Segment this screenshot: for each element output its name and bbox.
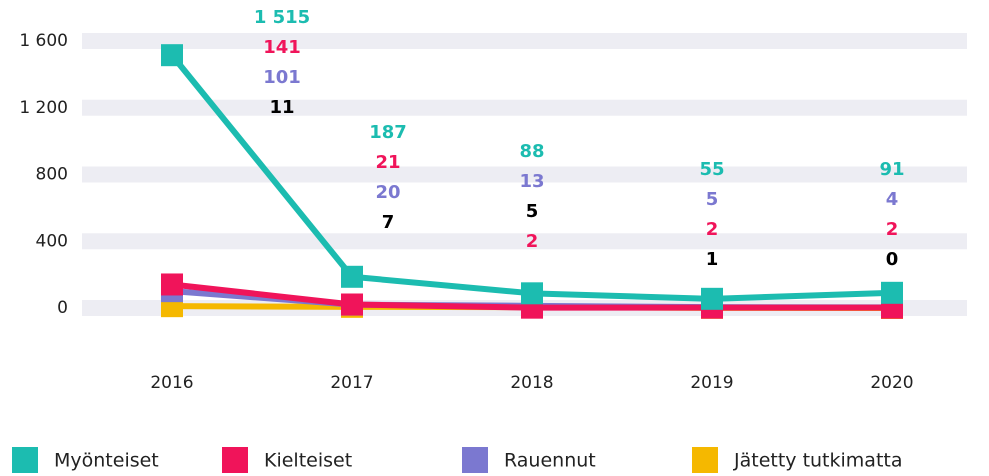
value-label: 91 <box>879 159 904 180</box>
value-label: 1 515 <box>254 7 310 28</box>
x-tick-label: 2020 <box>870 373 913 393</box>
value-label: 21 <box>375 152 400 173</box>
value-label: 20 <box>375 182 400 203</box>
value-label: 7 <box>382 212 395 233</box>
y-tick-label: 0 <box>57 298 68 318</box>
marker <box>701 287 723 310</box>
marker <box>161 44 183 67</box>
x-tick-label: 2017 <box>330 373 373 393</box>
y-tick-label: 400 <box>36 231 68 251</box>
legend-swatch <box>692 447 718 473</box>
legend-label: Kielteiset <box>264 450 352 472</box>
value-label: 0 <box>886 249 899 270</box>
marker <box>521 282 543 305</box>
value-label: 2 <box>886 219 899 240</box>
value-label: 2 <box>706 219 719 240</box>
marker <box>341 293 363 316</box>
value-label: 5 <box>706 189 719 210</box>
value-label: 11 <box>269 97 294 118</box>
value-label: 55 <box>699 159 724 180</box>
legend-swatch <box>462 447 488 473</box>
value-label: 13 <box>519 171 544 192</box>
value-label: 101 <box>263 67 301 88</box>
y-tick-label: 1 600 <box>19 31 68 51</box>
marker <box>881 281 903 304</box>
value-label: 1 <box>706 249 719 270</box>
value-label: 141 <box>263 37 301 58</box>
value-label: 4 <box>886 189 899 210</box>
x-tick-label: 2018 <box>510 373 553 393</box>
legend-label: Myönteiset <box>54 450 159 472</box>
value-label: 88 <box>519 141 544 162</box>
value-label: 187 <box>369 122 407 143</box>
x-tick-label: 2016 <box>150 373 193 393</box>
x-tick-label: 2019 <box>690 373 733 393</box>
y-tick-label: 800 <box>36 165 68 185</box>
legend-swatch <box>222 447 248 473</box>
legend-label: Jätetty tutkimatta <box>733 450 903 472</box>
legend-swatch <box>12 447 38 473</box>
value-label: 5 <box>526 201 539 222</box>
marker <box>161 273 183 296</box>
y-tick-label: 1 200 <box>19 98 68 118</box>
value-label: 2 <box>526 231 539 252</box>
legend-label: Rauennut <box>504 450 596 472</box>
marker <box>341 265 363 288</box>
